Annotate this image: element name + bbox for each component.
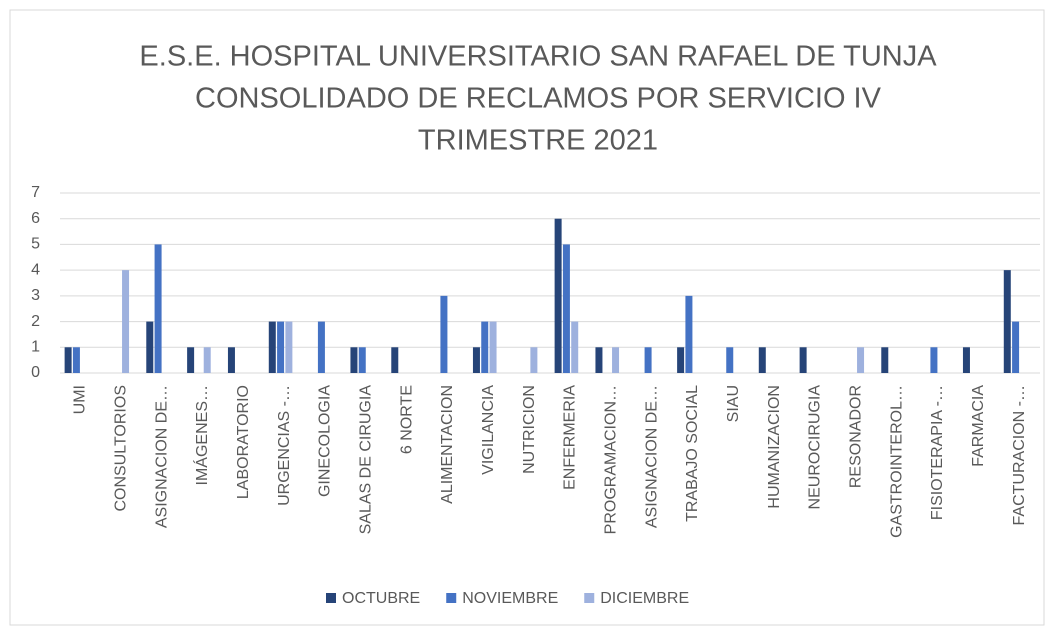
x-tick-label: SIAU [725,385,742,422]
bar [685,295,693,373]
x-tick-label: ASIGNACION DE… [643,385,660,528]
x-tick-label: PROGRAMACION… [602,385,619,534]
bar [187,347,195,373]
x-tick-label: IMÁGENES… [192,385,211,485]
x-tick-label: 6 NORTE [398,385,415,454]
x-tick-label: TRABAJO SOCIAL [684,385,701,522]
bar [350,347,358,373]
bar [1012,321,1020,373]
bar [554,218,562,373]
bar [203,347,211,373]
bar [612,347,620,373]
x-tick-label: FISIOTERAPIA -… [929,385,946,520]
chart-title: TRIMESTRE 2021 [418,125,658,157]
x-tick-label: ENFERMERIA [562,385,579,490]
chart-title: E.S.E. HOSPITAL UNIVERSITARIO SAN RAFAEL… [139,41,937,73]
x-tick-label: FACTURACION -… [1011,385,1028,525]
y-tick-label: 6 [31,210,40,227]
bar [472,347,480,373]
bar [440,295,448,373]
x-tick-label: FARMACIA [970,385,987,467]
bar [481,321,489,373]
bar [758,347,766,373]
x-tick-label: SALAS DE CIRUGIA [357,385,374,535]
y-tick-label: 5 [31,236,40,253]
bar [64,347,72,373]
bar [358,347,366,373]
bar [1003,270,1011,373]
bar [268,321,276,373]
y-tick-label: 2 [31,313,40,330]
bar [799,347,807,373]
legend-label: OCTUBRE [342,590,420,607]
bar [277,321,285,373]
x-tick-label: RESONADOR [847,385,864,488]
legend-swatch [326,593,336,603]
bar [530,347,538,373]
legend-swatch [584,593,595,603]
x-tick-label: ASIGNACION DE… [153,385,170,528]
x-tick-label: GASTROINTEROL… [888,385,905,538]
x-tick-label: HUMANIZACION [766,385,783,509]
bar [571,321,579,373]
legend-label: NOVIEMBRE [462,590,558,607]
bar [677,347,685,373]
bar [122,270,130,373]
y-tick-label: 3 [31,287,40,304]
bar [595,347,603,373]
bar [962,347,970,373]
bar [285,321,293,373]
bar [562,244,570,373]
y-tick-label: 0 [31,364,40,381]
bar [227,347,235,373]
bar [154,244,162,373]
bar [726,347,734,373]
x-tick-label: URGENCIAS -… [276,385,293,506]
bar [317,321,325,373]
chart-title: CONSOLIDADO DE RECLAMOS POR SERVICIO IV [195,83,882,115]
bar [489,321,497,373]
x-tick-label: GINECOLOGIA [317,385,334,497]
x-tick-label: NUTRICION [521,385,538,474]
legend-swatch [446,593,457,603]
bar [857,347,865,373]
bar [146,321,154,373]
chart-border [9,9,1045,626]
x-tick-label: UMI [72,385,89,414]
x-tick-label: CONSULTORIOS [112,385,129,512]
bar [72,347,80,373]
y-tick-label: 7 [31,184,40,201]
x-tick-label: LABORATORIO [235,385,252,499]
x-tick-label: NEUROCIRUGIA [807,385,824,510]
bar [644,347,652,373]
legend-label: DICIEMBRE [600,590,689,607]
x-tick-label: ALIMENTACION [439,385,456,504]
y-tick-label: 4 [31,261,40,278]
x-tick-label: VIGILANCIA [480,385,497,475]
bar [391,347,399,373]
y-tick-label: 1 [31,339,40,356]
bar [930,347,938,373]
bar [881,347,889,373]
